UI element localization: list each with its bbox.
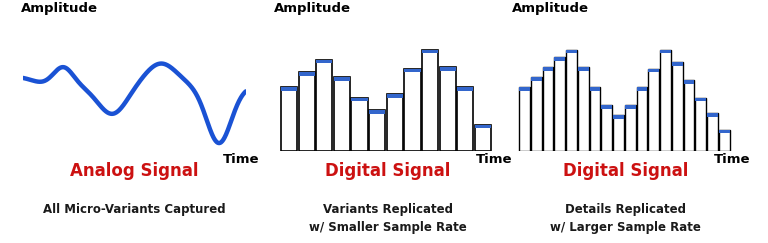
Bar bbox=[660, 50, 671, 53]
Bar bbox=[369, 110, 386, 151]
Bar bbox=[613, 115, 624, 151]
Bar bbox=[707, 113, 718, 117]
Bar bbox=[566, 50, 577, 53]
Bar bbox=[672, 62, 683, 66]
Bar bbox=[590, 87, 601, 91]
Bar bbox=[684, 80, 694, 151]
Bar bbox=[554, 57, 565, 61]
Bar bbox=[719, 130, 730, 133]
Bar bbox=[660, 50, 671, 151]
Bar bbox=[519, 87, 530, 91]
Bar bbox=[334, 77, 350, 81]
Bar bbox=[299, 72, 315, 151]
Text: Details Replicated
w/ Larger Sample Rate: Details Replicated w/ Larger Sample Rate bbox=[551, 203, 701, 234]
Text: Time: Time bbox=[476, 153, 512, 166]
Bar bbox=[316, 60, 333, 151]
Bar bbox=[554, 57, 565, 151]
Text: Time: Time bbox=[714, 153, 750, 166]
Text: Variants Replicated
w/ Smaller Sample Rate: Variants Replicated w/ Smaller Sample Ra… bbox=[309, 203, 467, 234]
Bar bbox=[695, 98, 706, 101]
Bar bbox=[542, 67, 553, 151]
Bar bbox=[387, 94, 403, 98]
Bar bbox=[684, 80, 694, 84]
Bar bbox=[316, 60, 333, 63]
Text: Amplitude: Amplitude bbox=[512, 2, 589, 16]
Text: Digital Signal: Digital Signal bbox=[563, 162, 689, 180]
Bar bbox=[625, 105, 636, 109]
Text: Digital Signal: Digital Signal bbox=[325, 162, 451, 180]
Bar bbox=[475, 125, 491, 128]
Bar bbox=[281, 87, 297, 91]
Text: Time: Time bbox=[223, 153, 259, 166]
Bar bbox=[590, 87, 601, 151]
Bar bbox=[475, 125, 491, 151]
Bar bbox=[352, 98, 368, 151]
Bar bbox=[369, 110, 386, 114]
Bar bbox=[405, 69, 421, 72]
Bar bbox=[334, 77, 350, 151]
Bar bbox=[352, 98, 368, 101]
Bar bbox=[625, 105, 636, 151]
Bar bbox=[439, 67, 456, 71]
Bar bbox=[405, 69, 421, 151]
Bar bbox=[519, 87, 530, 151]
Bar bbox=[457, 87, 474, 91]
Text: Analog Signal: Analog Signal bbox=[70, 162, 199, 180]
Text: All Micro-Variants Captured: All Micro-Variants Captured bbox=[43, 203, 226, 216]
Bar bbox=[672, 62, 683, 151]
Bar bbox=[648, 69, 659, 151]
Bar bbox=[531, 77, 541, 151]
Bar bbox=[707, 113, 718, 151]
Bar bbox=[566, 50, 577, 151]
Bar bbox=[601, 105, 612, 109]
Bar bbox=[457, 87, 474, 151]
Bar bbox=[422, 50, 439, 53]
Text: Amplitude: Amplitude bbox=[274, 2, 351, 16]
Bar bbox=[637, 87, 647, 91]
Bar bbox=[281, 87, 297, 151]
Bar bbox=[695, 98, 706, 151]
Bar bbox=[637, 87, 647, 151]
Bar bbox=[601, 105, 612, 151]
Bar bbox=[578, 67, 588, 71]
Bar bbox=[578, 67, 588, 151]
Bar bbox=[613, 115, 624, 119]
Bar bbox=[648, 69, 659, 72]
Bar bbox=[542, 67, 553, 71]
Bar bbox=[387, 94, 403, 151]
Bar bbox=[422, 50, 439, 151]
Bar bbox=[299, 72, 315, 76]
Bar bbox=[439, 67, 456, 151]
Text: Amplitude: Amplitude bbox=[21, 2, 98, 16]
Bar bbox=[719, 130, 730, 151]
Bar bbox=[531, 77, 541, 81]
